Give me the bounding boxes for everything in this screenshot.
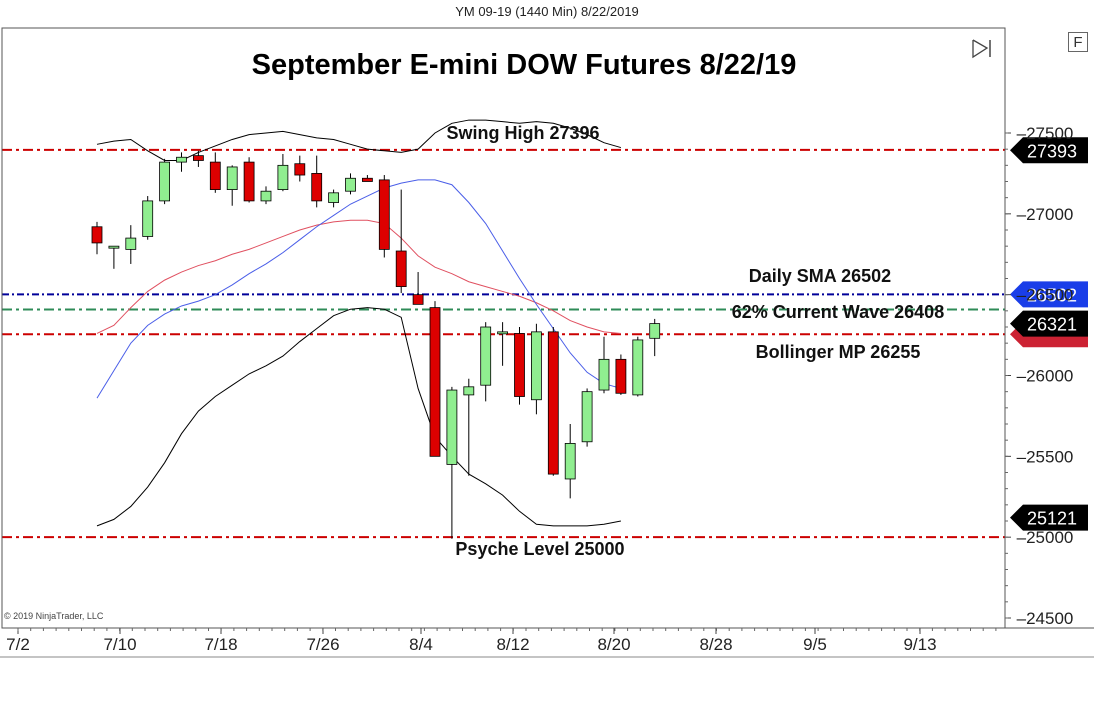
candle-body	[547, 331, 559, 475]
x-tick-label: 7/26	[306, 635, 339, 654]
y-tick-label: –26500	[1017, 286, 1074, 305]
swing-high-tag-bg	[1010, 137, 1088, 164]
candle-body	[294, 163, 306, 176]
bollinger-midpoint-line	[96, 219, 621, 334]
candle-body	[514, 333, 525, 397]
candle-body	[497, 331, 509, 335]
candle-body	[328, 192, 340, 203]
y-tick-label: –27000	[1017, 205, 1074, 224]
swing-high-tag: 27393	[1027, 141, 1077, 161]
candle-body	[260, 190, 272, 202]
sma-tag-bg	[1010, 281, 1088, 308]
candle-body	[226, 166, 238, 190]
x-tick-label: 8/12	[496, 635, 529, 654]
x-tick-label: 9/13	[903, 635, 936, 654]
candle-body	[649, 323, 661, 339]
copyright-notice: © 2019 NinjaTrader, LLC	[4, 611, 104, 621]
candle-body	[91, 226, 103, 244]
candle-body	[192, 155, 204, 161]
x-tick-label: 8/4	[409, 635, 433, 654]
level-label: 62% Current Wave 26408	[732, 302, 944, 322]
instrument-header: YM 09-19 (1440 Min) 8/22/2019	[455, 4, 639, 19]
candle-body	[581, 391, 593, 443]
lower-band-tag: 25121	[1027, 509, 1077, 529]
candle-body	[243, 161, 255, 202]
x-tick-label: 9/5	[803, 635, 827, 654]
x-tick-label: 7/2	[6, 635, 30, 654]
chart-title: September E-mini DOW Futures 8/22/19	[252, 49, 797, 81]
y-tick-label: –26000	[1017, 367, 1074, 386]
lower-band-tag-bg	[1010, 504, 1088, 531]
lower-bollinger-band	[96, 307, 621, 527]
level-label: Daily SMA 26502	[749, 266, 891, 286]
y-tick-label: –25000	[1017, 528, 1074, 547]
candle-body	[345, 177, 356, 192]
level-label: Swing High 27396	[446, 123, 599, 143]
candle-body	[632, 339, 644, 396]
y-tick-label: –24500	[1017, 609, 1074, 628]
last-price-tag: 26321	[1027, 315, 1077, 335]
x-tick-label: 8/20	[597, 635, 630, 654]
candle-body	[615, 358, 627, 394]
sma-tag: 26502	[1027, 285, 1077, 305]
y-tick-label: –25500	[1017, 447, 1074, 466]
candle-body	[531, 331, 542, 401]
candle-body	[311, 173, 323, 202]
candle-body	[378, 179, 390, 250]
candle-body	[125, 237, 137, 250]
candle-body	[176, 156, 187, 163]
candle-body	[108, 245, 120, 249]
format-button[interactable]: F	[1068, 32, 1088, 52]
candle-body	[463, 386, 475, 396]
level-label: Psyche Level 25000	[455, 539, 624, 559]
candle-body	[598, 358, 610, 391]
candle-body	[361, 177, 373, 182]
candle-body	[429, 307, 441, 457]
play-icon	[972, 39, 989, 59]
y-tick-label: –27500	[1017, 124, 1074, 143]
daily-sma-line	[96, 179, 622, 399]
candle-body	[480, 326, 492, 386]
x-tick-label: 8/28	[699, 635, 732, 654]
candle-body	[277, 164, 289, 190]
x-tick-label: 7/18	[204, 635, 237, 654]
candle-body	[142, 200, 154, 237]
last-price-tag-bg	[1010, 310, 1088, 337]
level-label: Bollinger MP 26255	[756, 342, 921, 362]
candle-body	[412, 294, 424, 305]
x-tick-label: 7/10	[103, 635, 136, 654]
candle-body	[159, 161, 171, 202]
candle-body	[564, 442, 576, 480]
candle-body	[209, 161, 221, 190]
candle-body	[446, 389, 458, 465]
candle-body	[395, 250, 407, 287]
